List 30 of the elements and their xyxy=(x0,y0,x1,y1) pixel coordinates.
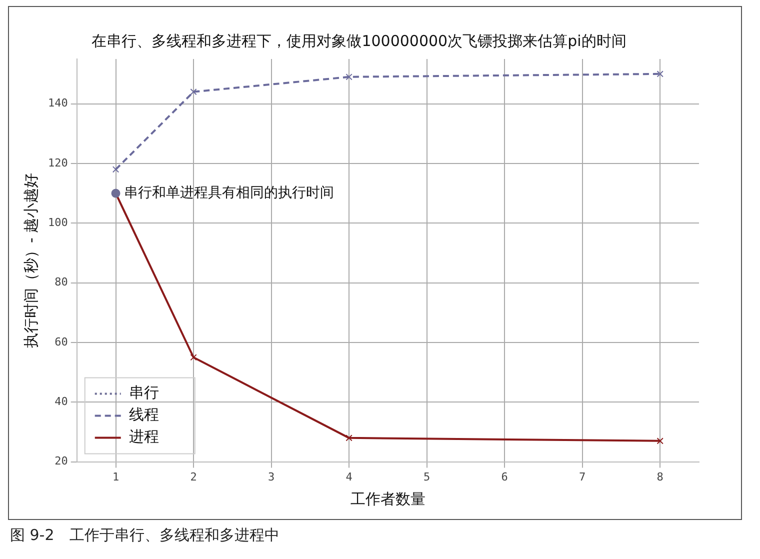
x-tick-label: 4 xyxy=(346,470,353,484)
x-tick-label: 6 xyxy=(501,470,508,484)
point xyxy=(656,70,664,78)
y-tick-label: 120 xyxy=(48,156,68,170)
point xyxy=(112,166,120,173)
y-tick-label: 40 xyxy=(54,394,68,408)
y-tick-label: 140 xyxy=(48,96,68,110)
y-tick-label: 100 xyxy=(48,216,68,229)
x-tick-label: 8 xyxy=(656,470,664,484)
legend-label: 串行 xyxy=(128,384,159,402)
x-tick-label: 2 xyxy=(190,470,197,484)
y-tick-label: 20 xyxy=(54,454,68,468)
x-tick-label: 7 xyxy=(579,470,586,484)
y-tick-label: 60 xyxy=(54,335,68,348)
y-tick-label: 80 xyxy=(54,276,68,289)
point xyxy=(190,354,197,361)
x-tick-label: 5 xyxy=(424,470,430,484)
point xyxy=(346,434,352,442)
point xyxy=(346,74,352,80)
point xyxy=(190,88,197,96)
x-tick-label: 3 xyxy=(268,470,275,484)
x-tick-label: 1 xyxy=(112,470,120,484)
y-axis-title: 执行时间（秒）- 越小越好 xyxy=(22,172,40,348)
caption: 图 9-2 工作于串行、多线程和多进程中 xyxy=(10,526,280,545)
chart-title: 在串行、多线程和多进程下，使用对象做100000000次飞镖投掷来估算pi的时间 xyxy=(92,32,626,50)
x-axis-title: 工作者数量 xyxy=(350,490,426,508)
legend-label: 进程 xyxy=(128,428,159,446)
point xyxy=(656,438,664,444)
legend-label: 线程 xyxy=(128,406,159,424)
annotation: 串行和单进程具有相同的执行时间 xyxy=(124,184,334,201)
